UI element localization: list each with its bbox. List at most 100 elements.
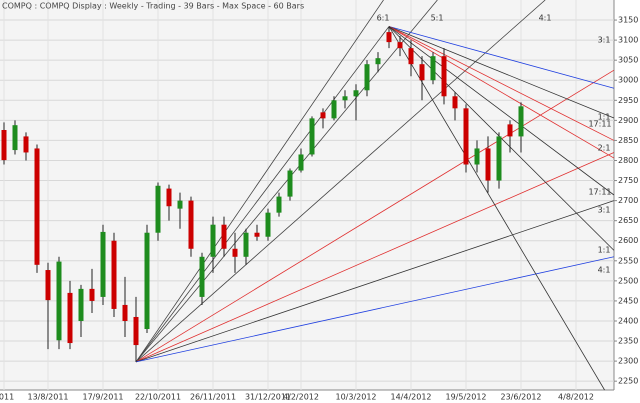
fan-label: 3:1 bbox=[598, 36, 611, 45]
candle-body bbox=[12, 125, 18, 151]
candle-body bbox=[452, 96, 458, 109]
fan-label: 4:1 bbox=[539, 14, 552, 23]
x-tick-label: 10/3/2012 bbox=[335, 393, 376, 402]
y-tick-label: 3050 bbox=[618, 56, 638, 65]
fan-label: 1:1 bbox=[598, 113, 611, 122]
fan-line bbox=[135, 256, 615, 363]
candle-body bbox=[265, 212, 271, 237]
y-tick-label: 2250 bbox=[618, 377, 638, 386]
candle-body bbox=[34, 148, 40, 265]
candle-body bbox=[386, 32, 392, 43]
axis-area bbox=[0, 390, 614, 403]
candle-body bbox=[166, 188, 172, 207]
y-tick-label: 2650 bbox=[618, 216, 638, 225]
x-tick-label: 19/5/2012 bbox=[445, 393, 486, 402]
fan-label: 4:1 bbox=[598, 266, 611, 275]
candle-body bbox=[144, 232, 150, 330]
x-tick-label: 26/11/2011 bbox=[190, 393, 236, 402]
candle-body bbox=[364, 64, 370, 91]
candle-body bbox=[133, 316, 139, 346]
fan-label: 5:1 bbox=[431, 14, 444, 23]
plot-area bbox=[0, 0, 614, 390]
candle-body bbox=[199, 256, 205, 297]
candle-body bbox=[309, 118, 315, 155]
y-tick-label: 2950 bbox=[618, 96, 638, 105]
y-tick-label: 2850 bbox=[618, 136, 638, 145]
candle-body bbox=[210, 224, 216, 257]
fan-line bbox=[388, 26, 615, 119]
x-tick-label: 2011 bbox=[0, 393, 14, 402]
candle-body bbox=[243, 232, 249, 257]
axis-area bbox=[614, 0, 640, 403]
candle-body bbox=[111, 240, 117, 309]
candle-body bbox=[474, 148, 480, 165]
y-tick-label: 3150 bbox=[618, 16, 638, 25]
candle-body bbox=[430, 56, 436, 81]
candle-body bbox=[419, 64, 425, 81]
candle-body bbox=[408, 48, 414, 65]
candle-body bbox=[287, 170, 293, 197]
x-tick-label: 4/2/2012 bbox=[283, 393, 319, 402]
fan-line bbox=[135, 0, 438, 363]
candle-body bbox=[221, 224, 227, 249]
y-tick-label: 2800 bbox=[618, 156, 638, 165]
candle-body bbox=[1, 130, 7, 161]
x-tick-label: 23/6/2012 bbox=[500, 393, 541, 402]
y-tick-label: 2700 bbox=[618, 196, 638, 205]
candle-body bbox=[177, 200, 183, 209]
candle-body bbox=[496, 136, 502, 181]
fan-label: 17:11 bbox=[588, 188, 611, 197]
fan-line bbox=[135, 152, 615, 363]
candle-body bbox=[23, 136, 29, 153]
fan-label: 2:1 bbox=[598, 144, 611, 153]
x-tick-label: 22/10/2011 bbox=[135, 393, 181, 402]
y-tick-label: 3000 bbox=[618, 76, 638, 85]
fan-line bbox=[135, 0, 384, 363]
candle-body bbox=[276, 196, 282, 213]
candle-body bbox=[331, 100, 337, 119]
candle-body bbox=[441, 56, 447, 97]
fan-line bbox=[135, 200, 615, 363]
candle-body bbox=[397, 42, 403, 49]
candle-body bbox=[463, 108, 469, 165]
candle-body bbox=[78, 288, 84, 321]
chart-title: COMPQ : COMPQ Display : Weekly - Trading… bbox=[2, 2, 304, 11]
x-tick-label: 31/12/2011 bbox=[245, 393, 291, 402]
fan-label: 1:1 bbox=[598, 246, 611, 255]
x-tick-label: 14/4/2012 bbox=[390, 393, 431, 402]
x-tick-label: 13/8/2011 bbox=[27, 393, 68, 402]
fan-line bbox=[135, 26, 390, 363]
fan-label: 17:11 bbox=[588, 120, 611, 129]
candle-body bbox=[232, 248, 238, 257]
candle-body bbox=[89, 288, 95, 301]
candle-body bbox=[56, 261, 62, 341]
y-tick-label: 2400 bbox=[618, 316, 638, 325]
candle-body bbox=[122, 304, 128, 321]
candle-body bbox=[188, 200, 194, 249]
fan-line bbox=[388, 26, 615, 89]
fan-line bbox=[135, 0, 546, 363]
fan-line bbox=[388, 26, 615, 141]
fan-line bbox=[388, 26, 615, 159]
y-tick-label: 2750 bbox=[618, 176, 638, 185]
candle-body bbox=[353, 90, 359, 97]
y-tick-label: 2550 bbox=[618, 256, 638, 265]
fan-label: 3:1 bbox=[598, 206, 611, 215]
candle-body bbox=[485, 148, 491, 181]
candle-body bbox=[320, 112, 326, 119]
y-tick-label: 3100 bbox=[618, 36, 638, 45]
fan-label: 6:1 bbox=[377, 14, 390, 23]
fan-line bbox=[388, 26, 615, 196]
y-tick-label: 2500 bbox=[618, 276, 638, 285]
candle-body bbox=[342, 96, 348, 101]
x-tick-label: 4/8/2012 bbox=[558, 393, 594, 402]
fan-line bbox=[135, 69, 615, 363]
candle-body bbox=[45, 270, 51, 301]
candle-body bbox=[298, 154, 304, 171]
x-tick-label: 17/9/2011 bbox=[82, 393, 123, 402]
candle-body bbox=[155, 185, 161, 233]
y-tick-label: 2350 bbox=[618, 337, 638, 346]
candle-body bbox=[100, 231, 106, 297]
y-tick-label: 2300 bbox=[618, 357, 638, 366]
